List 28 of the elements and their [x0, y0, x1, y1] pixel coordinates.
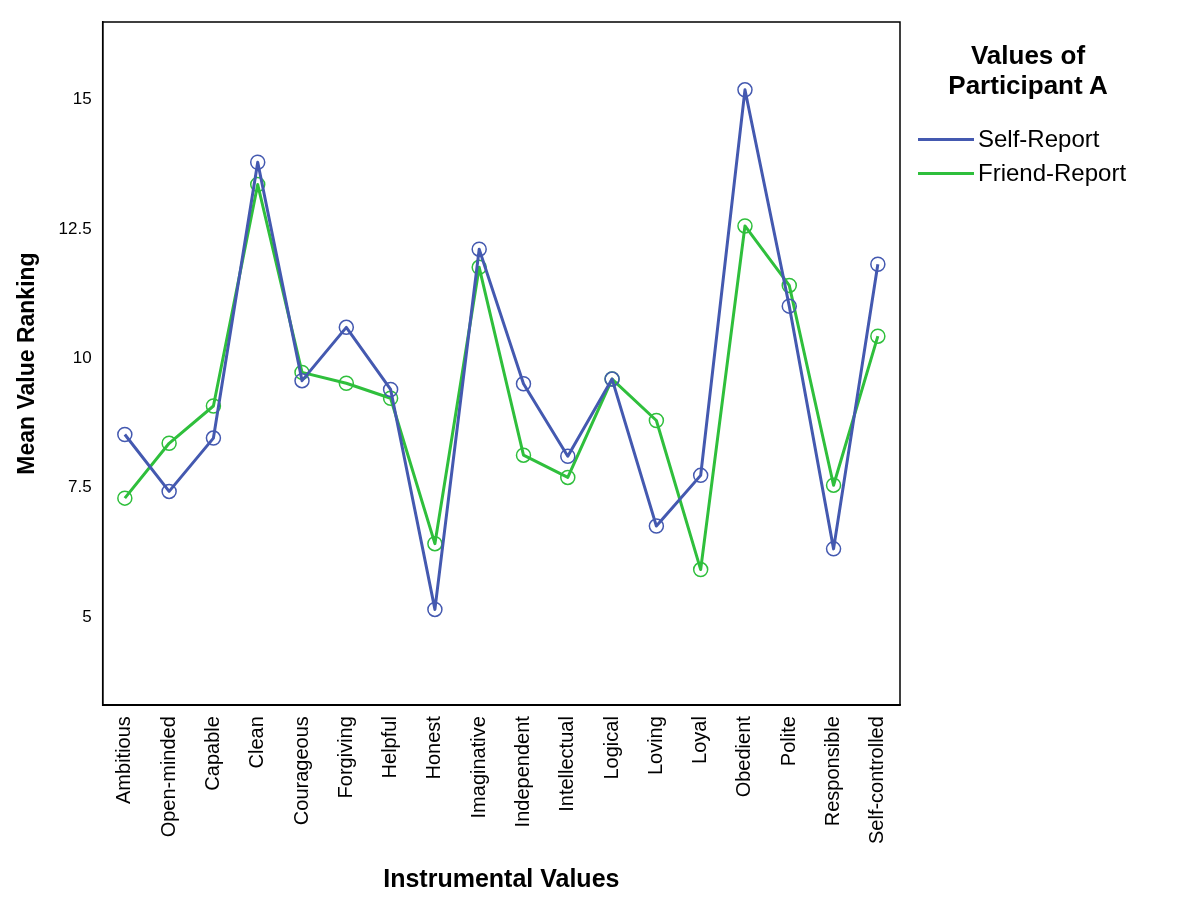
- y-axis-title: Mean Value Ranking: [13, 252, 40, 475]
- x-axis-title: Instrumental Values: [383, 863, 620, 892]
- x-tick-label: Helpful: [378, 716, 401, 779]
- legend-label: Friend-Report: [978, 159, 1127, 187]
- legend-label: Self-Report: [978, 125, 1100, 153]
- x-tick-label: Honest: [422, 715, 445, 780]
- y-tick-label: 5: [82, 606, 92, 626]
- x-tick-label: Courageous: [289, 716, 312, 826]
- x-tick-label: Capable: [200, 716, 223, 791]
- x-tick-label: Open-minded: [156, 716, 179, 838]
- x-tick-label: Loyal: [688, 716, 711, 764]
- x-tick-label: Polite: [776, 716, 799, 767]
- y-tick-label: 7.5: [68, 477, 92, 497]
- x-tick-label: Obedient: [732, 715, 755, 798]
- x-tick-label: Ambitious: [112, 716, 135, 804]
- y-tick-label: 10: [72, 348, 92, 368]
- x-tick-label: Responsible: [821, 716, 844, 827]
- x-tick-label: Forgiving: [333, 716, 356, 799]
- y-tick-label: 12.5: [58, 218, 92, 238]
- x-tick-label: Loving: [643, 716, 666, 776]
- x-tick-label: Independent: [511, 715, 534, 828]
- x-tick-label: Self-controlled: [865, 716, 888, 844]
- legend-title: Values of Participant A: [947, 40, 1109, 100]
- x-tick-label: Intellectual: [555, 716, 578, 812]
- x-tick-label: Clean: [245, 716, 268, 769]
- x-tick-label: Logical: [599, 716, 622, 780]
- y-tick-label: 15: [72, 89, 92, 109]
- x-tick-label: Imaginative: [466, 716, 489, 819]
